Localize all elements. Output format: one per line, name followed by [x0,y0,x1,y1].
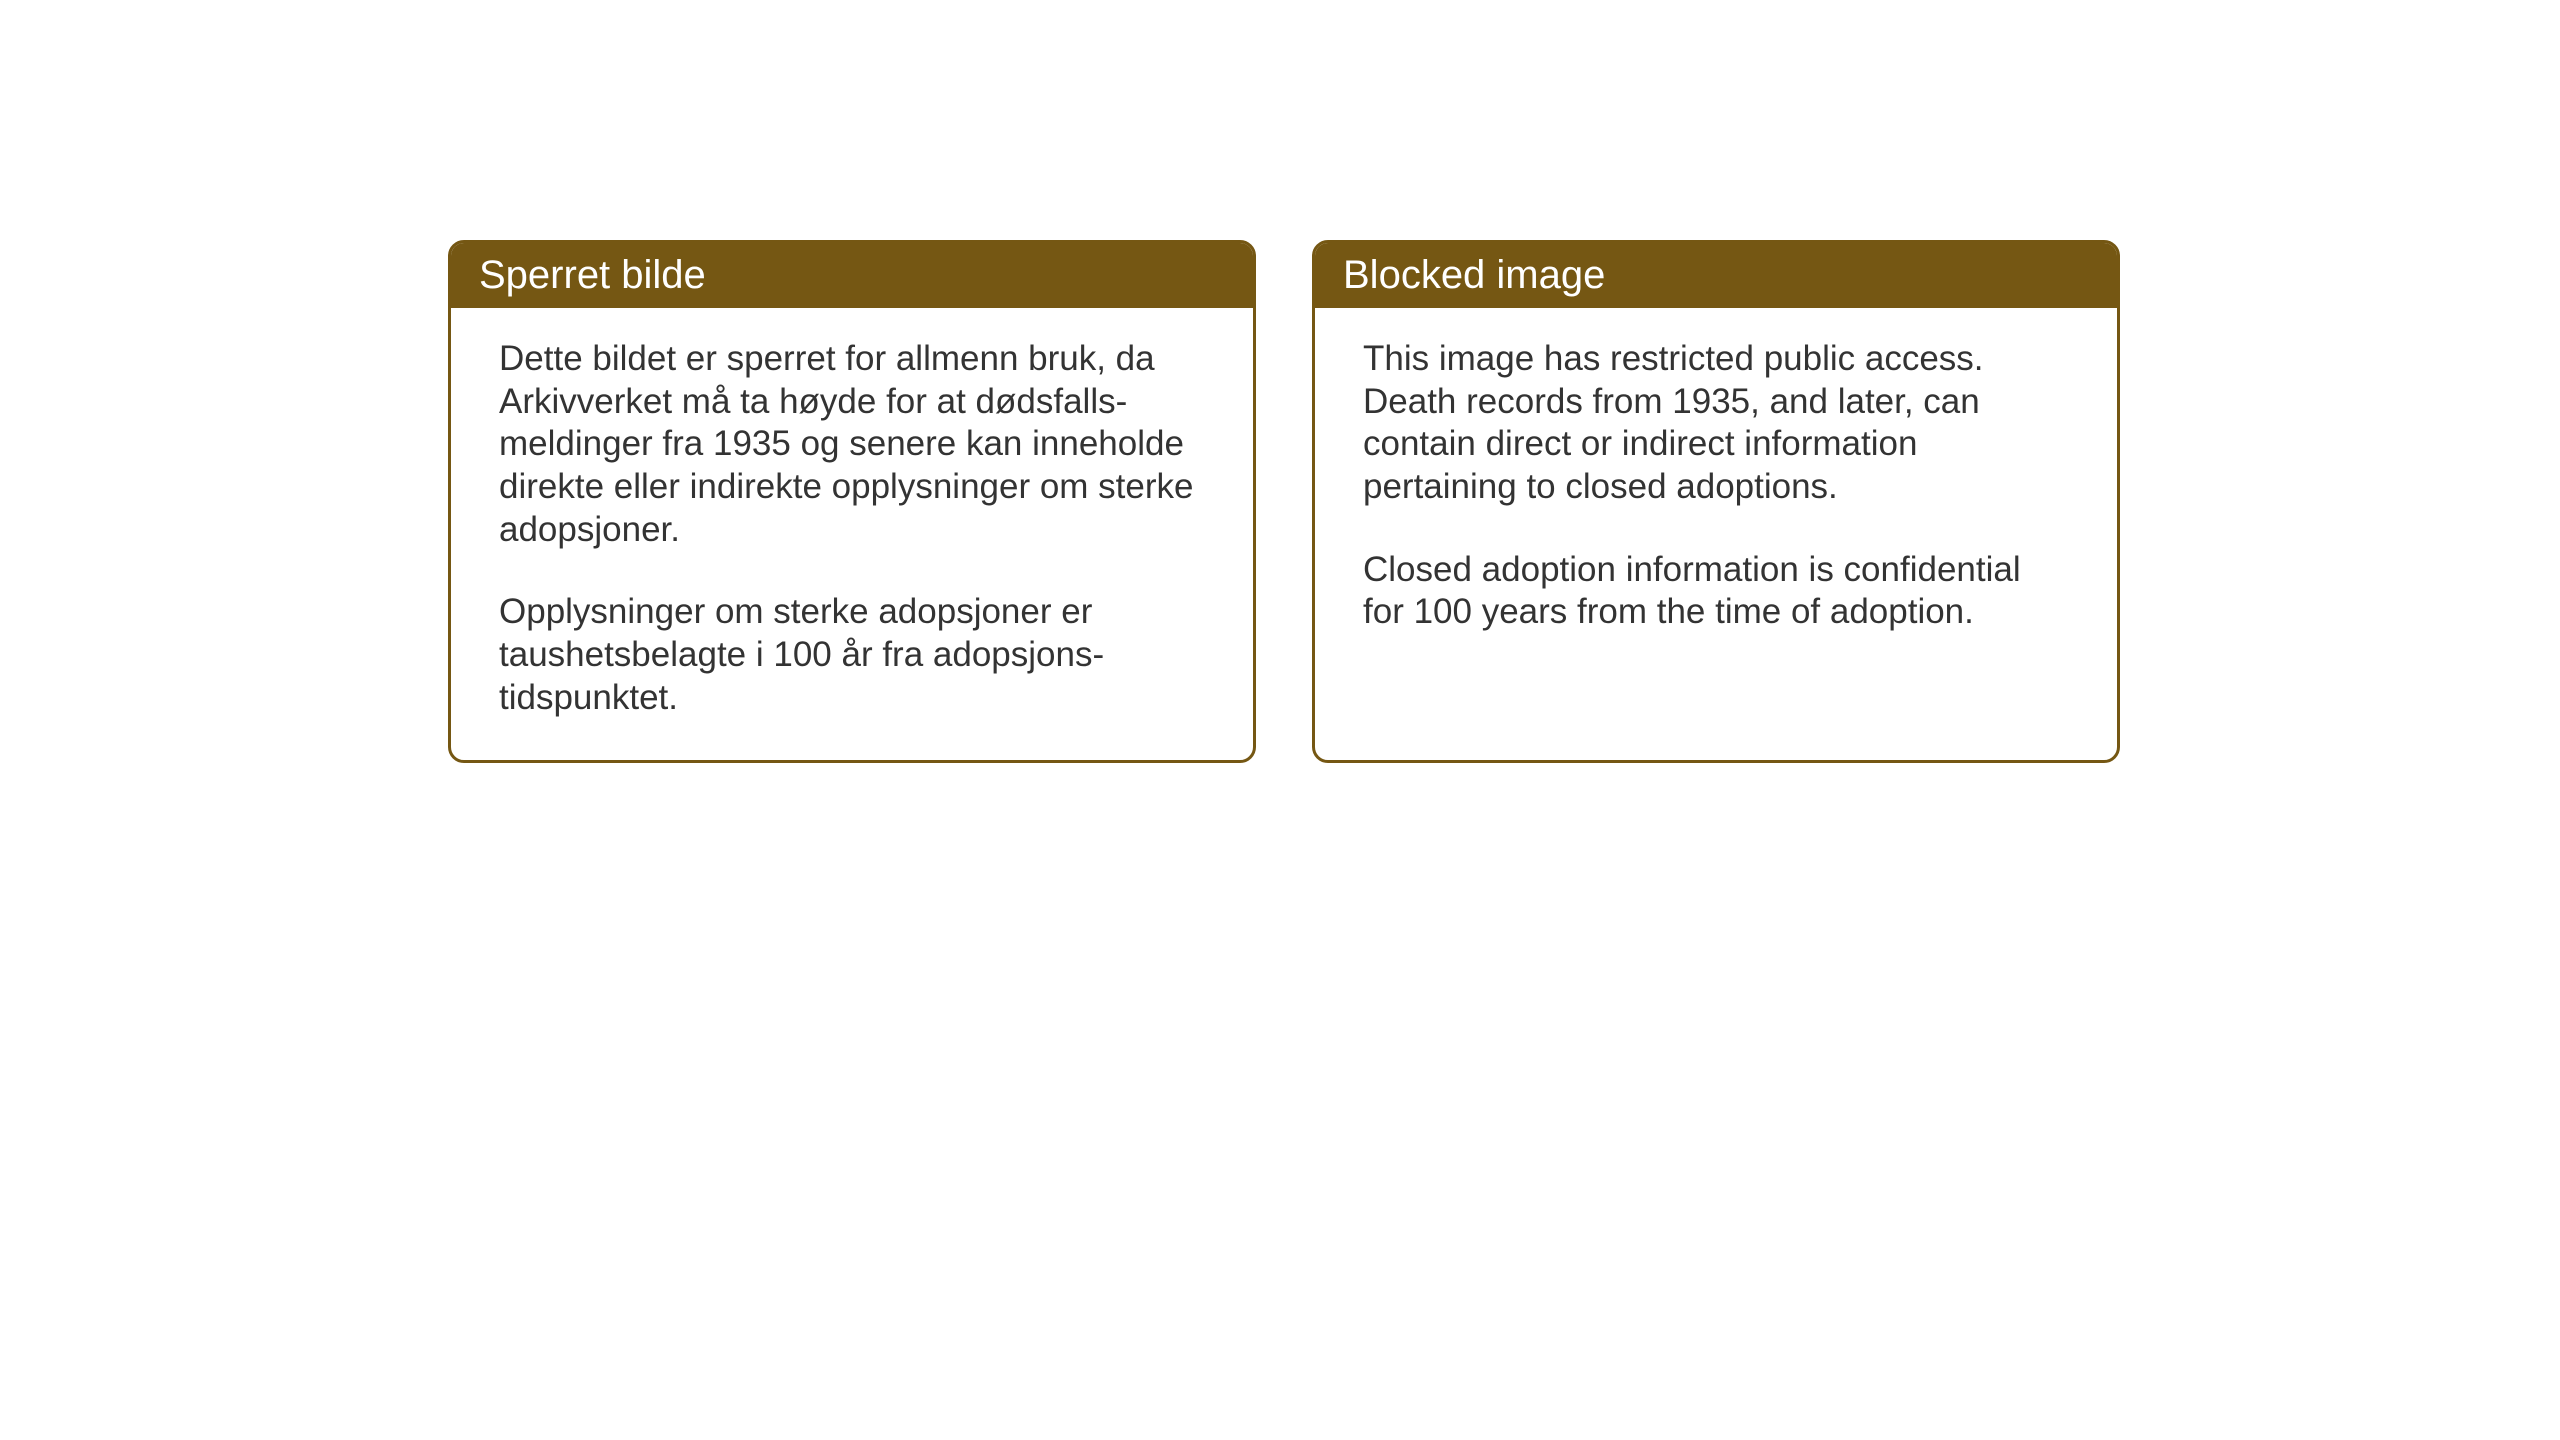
english-card-title: Blocked image [1343,253,1605,297]
norwegian-paragraph-1: Dette bildet er sperret for allmenn bruk… [499,338,1205,551]
english-card-header: Blocked image [1315,243,2117,308]
notice-container: Sperret bilde Dette bildet er sperret fo… [448,240,2120,763]
norwegian-notice-card: Sperret bilde Dette bildet er sperret fo… [448,240,1256,763]
norwegian-card-header: Sperret bilde [451,243,1253,308]
norwegian-card-body: Dette bildet er sperret for allmenn bruk… [451,308,1253,760]
english-paragraph-2: Closed adoption information is confident… [1363,549,2069,634]
norwegian-card-title: Sperret bilde [479,253,706,297]
english-paragraph-1: This image has restricted public access.… [1363,338,2069,509]
english-notice-card: Blocked image This image has restricted … [1312,240,2120,763]
english-card-body: This image has restricted public access.… [1315,308,2117,674]
norwegian-paragraph-2: Opplysninger om sterke adopsjoner er tau… [499,591,1205,719]
